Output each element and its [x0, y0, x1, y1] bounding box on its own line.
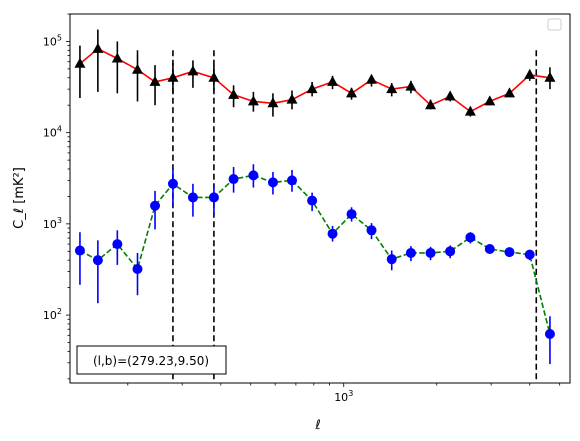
- data-point-triangle: [444, 90, 456, 101]
- data-point-circle: [74, 245, 85, 256]
- data-point-triangle: [544, 71, 556, 82]
- data-point-triangle: [92, 42, 104, 53]
- data-point-triangle: [386, 83, 398, 94]
- data-point-triangle: [208, 71, 220, 82]
- axes-frame: [69, 13, 571, 384]
- data-point-triangle: [247, 95, 259, 106]
- data-point-triangle: [187, 65, 199, 76]
- data-point-circle: [366, 225, 377, 236]
- data-point-circle: [386, 254, 397, 265]
- y-tick-label: 103: [43, 216, 62, 231]
- data-point-triangle: [327, 75, 339, 86]
- legend-box: [547, 18, 562, 31]
- data-point-circle: [248, 170, 259, 181]
- axis-ticks: 102 103 104 105 103: [43, 13, 561, 404]
- data-point-circle: [307, 195, 318, 206]
- data-point-circle: [167, 178, 178, 189]
- data-point-circle: [504, 247, 515, 258]
- data-point-circle: [112, 239, 123, 250]
- data-point-circle: [132, 264, 143, 275]
- data-point-triangle: [425, 99, 437, 110]
- data-point-circle: [267, 177, 278, 188]
- data-point-circle: [208, 192, 219, 203]
- data-point-circle: [92, 255, 103, 266]
- data-point-triangle: [484, 95, 496, 106]
- data-point-triangle: [346, 87, 358, 98]
- y-tick-label: 104: [43, 125, 62, 140]
- data-point-triangle: [464, 105, 476, 116]
- data-point-triangle: [306, 83, 318, 94]
- x-axis-label: ℓ: [314, 418, 320, 433]
- data-point-triangle: [286, 93, 298, 104]
- data-point-circle: [465, 232, 476, 243]
- data-point-triangle: [228, 88, 240, 99]
- data-point-triangle: [405, 80, 417, 91]
- data-point-circle: [150, 200, 161, 211]
- data-point-circle: [228, 174, 239, 185]
- data-point-circle: [286, 175, 297, 186]
- annotation-frame: [76, 345, 227, 375]
- data-point-triangle: [366, 73, 378, 84]
- data-point-triangle: [132, 63, 144, 74]
- y-tick-label: 102: [43, 307, 62, 322]
- y-axis-label: C_ℓ [mK²]: [12, 167, 27, 229]
- annotation-box: (l,b)=(279.23,9.50): [76, 345, 227, 375]
- data-point-triangle: [167, 71, 179, 82]
- data-point-triangle: [74, 57, 86, 68]
- data-point-circle: [425, 247, 436, 258]
- data-point-triangle: [111, 52, 123, 63]
- y-tick-label: 105: [43, 33, 62, 48]
- data-point-circle: [484, 244, 495, 255]
- x-tick-label: 103: [334, 389, 353, 404]
- data-point-triangle: [524, 68, 536, 79]
- data-point-circle: [544, 329, 555, 340]
- data-point-triangle: [149, 75, 161, 86]
- annotation-text: (l,b)=(279.23,9.50): [93, 354, 209, 368]
- plot-area: [74, 29, 556, 383]
- data-point-circle: [405, 247, 416, 258]
- data-point-circle: [327, 228, 338, 239]
- data-point-circle: [346, 209, 357, 220]
- data-point-triangle: [503, 87, 515, 98]
- data-point-circle: [187, 192, 198, 203]
- data-point-triangle: [267, 97, 279, 108]
- data-point-circle: [524, 249, 535, 260]
- data-point-circle: [445, 246, 456, 257]
